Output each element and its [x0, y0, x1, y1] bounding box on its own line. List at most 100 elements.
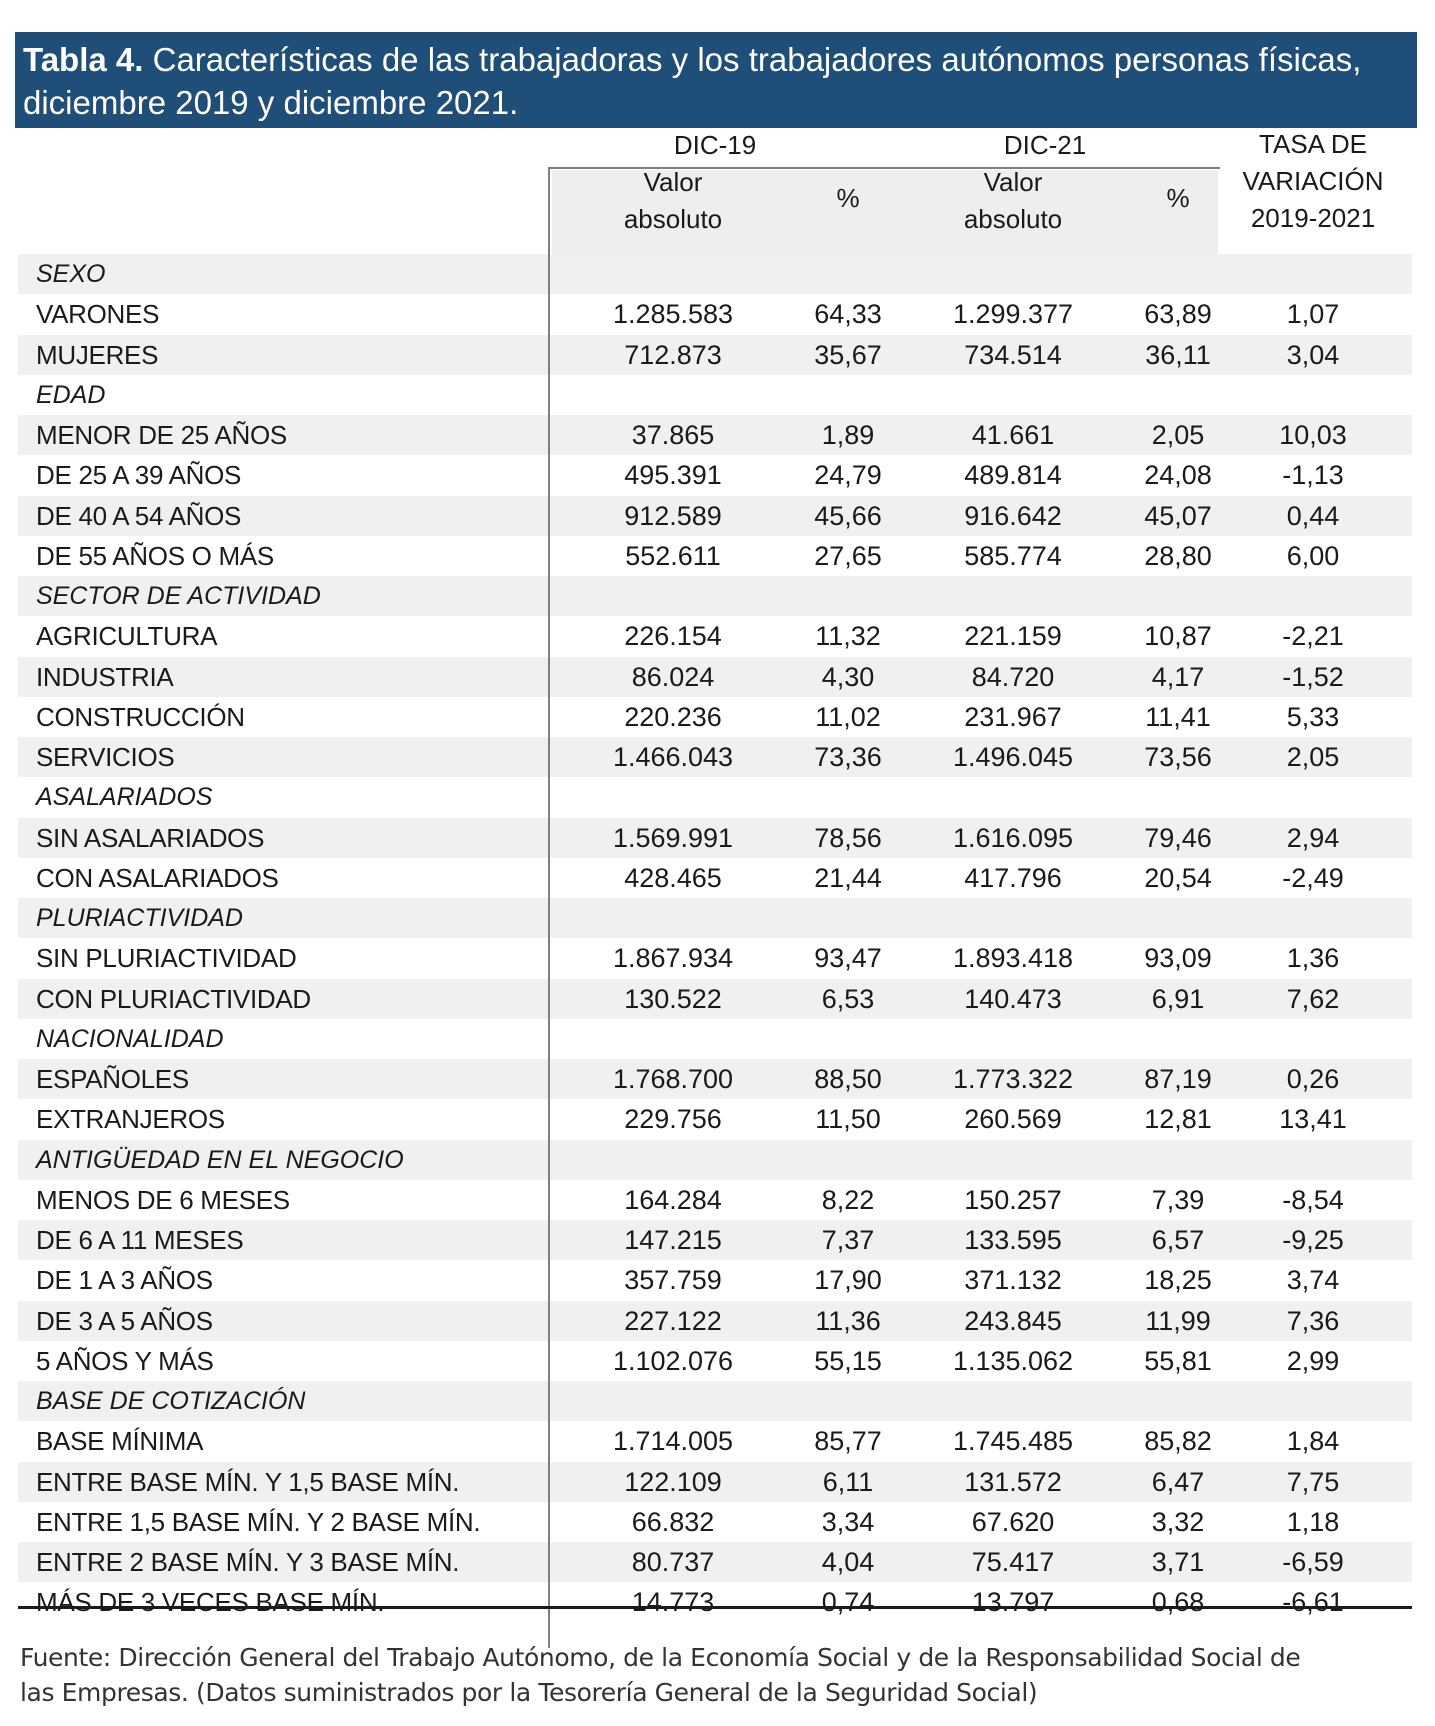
- row-label: MENOR DE 25 AÑOS: [36, 420, 287, 450]
- table-body: SEXO VARONES 1.285.583 64,33 1.299.377 63,89 1…: [18, 254, 1412, 1623]
- tasa-variacion-cell: -6,59: [1282, 1547, 1344, 1577]
- source-note: Fuente: Dirección General del Trabajo Au…: [20, 1640, 1420, 1710]
- porcentaje-2021-cell: 18,25: [1144, 1265, 1212, 1296]
- row-label: CON ASALARIADOS: [36, 862, 279, 893]
- category-row: SEXO: [18, 254, 1412, 295]
- table-row: MENOS DE 6 MESES 164.284 8,22 150.257 7,39 -8…: [18, 1180, 1412, 1220]
- table-title-text: Características de las trabajadoras y lo…: [143, 41, 1362, 78]
- valor-absoluto-2021-cell: 150.257: [964, 1184, 1062, 1215]
- data-table: DIC-19 DIC-21 TASA DE VARIACIÓN 2019-202…: [18, 129, 1412, 1648]
- valor-absoluto-2019-cell: 14.773: [631, 1587, 715, 1618]
- tasa-variacion-cell: 0,44: [1286, 500, 1340, 531]
- porcentaje-2021-cell: 73,56: [1144, 742, 1212, 772]
- porcentaje-2021-cell: 12,81: [1144, 1104, 1212, 1135]
- tasa-variacion-cell: 7,36: [1286, 1305, 1340, 1336]
- table-row: CONSTRUCCIÓN 220.236 11,02 231.967 11,41 5,33: [18, 697, 1412, 737]
- table-row: MENOR DE 25 AÑOS 37.865 1,89 41.661 2,05 10,0…: [18, 415, 1412, 456]
- tasa-variacion-cell: 6,00: [1286, 540, 1340, 571]
- porcentaje-2019-cell: 7,37: [821, 1225, 875, 1255]
- tasa-variacion-cell: 10,03: [1279, 420, 1347, 450]
- table-row: EXTRANJEROS 229.756 11,50 260.569 12,81 13,41: [18, 1099, 1412, 1139]
- valor-absoluto-2021-cell: 489.814: [964, 460, 1062, 491]
- porcentaje-2021-cell: 87,19: [1144, 1064, 1212, 1094]
- valor-absoluto-2021-cell: 133.595: [964, 1225, 1062, 1255]
- tasa-variacion-cell: 2,94: [1286, 822, 1340, 853]
- tasa-variacion-cell: 3,04: [1286, 339, 1340, 370]
- row-label: MUJERES: [36, 339, 159, 370]
- valor-absoluto-2021-cell: 75.417: [971, 1547, 1055, 1577]
- table-row: DE 55 AÑOS O MÁS 552.611 27,65 585.774 28,80…: [18, 536, 1412, 576]
- row-label: MENOS DE 6 MESES: [36, 1184, 290, 1215]
- porcentaje-2021-cell: 24,08: [1144, 460, 1212, 491]
- porcentaje-2021-cell: 20,54: [1144, 862, 1212, 893]
- source-line-1: Fuente: Dirección General del Trabajo Au…: [20, 1643, 1301, 1672]
- table-row: BASE MÍNIMA 1.714.005 85,77 1.745.485 85,82 1…: [18, 1421, 1412, 1461]
- tasa-variacion-cell: 3,74: [1286, 1265, 1340, 1296]
- category-label: EDAD: [36, 380, 106, 409]
- porcentaje-2021-cell: 10,87: [1144, 621, 1212, 652]
- valor-absoluto-2019-cell: 552.611: [625, 540, 721, 571]
- valor-absoluto-2019-cell: 1.466.043: [612, 742, 734, 772]
- tasa-variacion-cell: -6,61: [1282, 1587, 1344, 1618]
- porcentaje-2021-cell: 0,68: [1151, 1587, 1205, 1618]
- valor-absoluto-2021-cell: 1.893.418: [952, 943, 1074, 974]
- porcentaje-2021-cell: 6,57: [1151, 1225, 1205, 1255]
- table-row: VARONES 1.285.583 64,33 1.299.377 63,89 1,07: [18, 294, 1412, 334]
- row-label: EXTRANJEROS: [36, 1104, 225, 1135]
- valor-absoluto-2019-cell: 164.284: [624, 1184, 722, 1215]
- porcentaje-2021-cell: 28,80: [1144, 540, 1212, 571]
- valor-absoluto-2021-cell: 221.159: [964, 621, 1062, 652]
- category-label: PLURIACTIVIDAD: [36, 904, 243, 932]
- header-valor-line-1: Valor: [643, 167, 703, 197]
- valor-absoluto-2021-cell: 585.774: [964, 540, 1062, 571]
- tasa-variacion-cell: 2,99: [1286, 1345, 1340, 1376]
- valor-absoluto-2019-cell: 1.714.005: [612, 1426, 734, 1457]
- valor-absoluto-2021-cell: 1.496.045: [952, 742, 1074, 772]
- tasa-variacion-cell: 13,41: [1279, 1104, 1347, 1135]
- valor-absoluto-2021-cell: 84.720: [971, 661, 1055, 692]
- header-valor-absoluto-21: Valor absoluto: [918, 164, 1108, 238]
- category-label: SEXO: [36, 260, 106, 288]
- header-tasa-line-2: VARIACIÓN: [1242, 166, 1384, 196]
- tasa-variacion-cell: -9,25: [1282, 1225, 1344, 1255]
- table-row: SIN PLURIACTIVIDAD 1.867.934 93,47 1.893.41…: [18, 938, 1412, 978]
- header-valor-absoluto-19: Valor absoluto: [578, 164, 768, 238]
- porcentaje-2019-cell: 6,11: [822, 1466, 874, 1497]
- header-dic21: DIC-21: [1003, 130, 1087, 160]
- table-row: SERVICIOS 1.466.043 73,36 1.496.045 73,56 2,0…: [18, 737, 1412, 778]
- category-label: ANTIGÜEDAD EN EL NEGOCIO: [36, 1145, 404, 1174]
- table-title-line-1: Tabla 4. Características de las trabajad…: [23, 38, 1405, 81]
- tasa-variacion-cell: -2,49: [1282, 862, 1344, 893]
- row-label: BASE MÍNIMA: [36, 1426, 204, 1457]
- table-number: Tabla 4.: [23, 41, 144, 78]
- table-row: ENTRE BASE MÍN. Y 1,5 BASE MÍN. 122.109 6,…: [18, 1461, 1412, 1502]
- porcentaje-2021-cell: 3,32: [1151, 1506, 1205, 1537]
- category-row: EDAD: [18, 375, 1412, 415]
- porcentaje-2019-cell: 55,15: [814, 1345, 882, 1376]
- valor-absoluto-2021-cell: 371.132: [964, 1265, 1062, 1296]
- category-row: BASE DE COTIZACIÓN: [18, 1381, 1412, 1422]
- valor-absoluto-2019-cell: 1.867.934: [612, 943, 734, 974]
- valor-absoluto-2019-cell: 428.465: [624, 862, 722, 893]
- header-valor-line-2: absoluto: [623, 204, 723, 234]
- porcentaje-2019-cell: 85,77: [814, 1426, 882, 1457]
- tasa-variacion-cell: 1,07: [1286, 299, 1340, 330]
- header-pct-19: %: [836, 183, 860, 213]
- subheader-shading: [552, 170, 1218, 256]
- header-pct-21: %: [1166, 183, 1190, 213]
- row-label: DE 6 A 11 MESES: [36, 1225, 244, 1255]
- porcentaje-2019-cell: 8,22: [821, 1184, 875, 1215]
- valor-absoluto-2019-cell: 86.024: [631, 661, 715, 692]
- valor-absoluto-2021-cell: 13.797: [971, 1587, 1055, 1618]
- tasa-variacion-cell: 7,75: [1286, 1466, 1340, 1497]
- column-divider: [548, 168, 550, 1648]
- porcentaje-2019-cell: 1,89: [821, 420, 875, 450]
- header-valor-line-1: Valor: [983, 167, 1043, 197]
- row-label: CON PLURIACTIVIDAD: [36, 983, 311, 1014]
- source-line-2: las Empresas. (Datos suministrados por l…: [20, 1678, 1038, 1707]
- porcentaje-2021-cell: 6,91: [1151, 983, 1205, 1014]
- tasa-variacion-cell: 1,84: [1286, 1426, 1340, 1457]
- row-label: ENTRE BASE MÍN. Y 1,5 BASE MÍN.: [36, 1466, 460, 1497]
- valor-absoluto-2019-cell: 227.122: [624, 1305, 722, 1336]
- category-row: ASALARIADOS: [18, 777, 1412, 817]
